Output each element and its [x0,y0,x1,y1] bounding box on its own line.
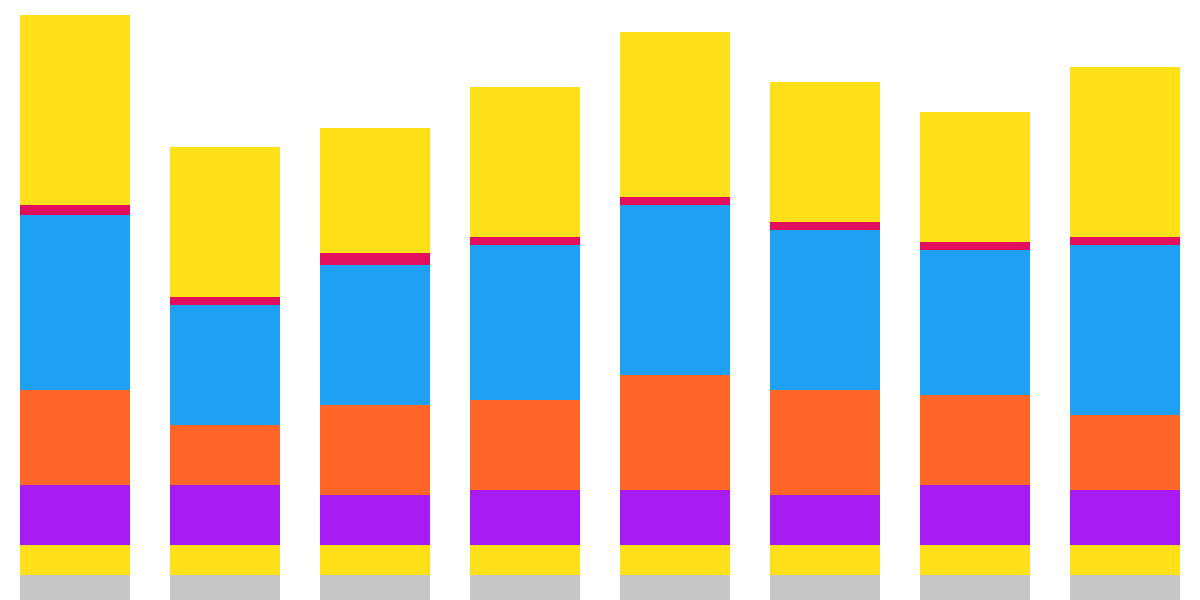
bar-6-segment-s0 [920,575,1030,600]
bar-1-segment-s6 [170,147,280,297]
bar-7-segment-s6 [1070,67,1180,237]
bar-0-segment-s4 [20,215,130,390]
bar-4-segment-s4 [620,205,730,375]
bar-6-segment-s5 [920,242,1030,250]
bar-5-segment-s2 [770,495,880,545]
bar-0-segment-s6 [20,15,130,205]
bar-2-segment-s5 [320,253,430,265]
bar-0-segment-s3 [20,390,130,485]
bar-3-segment-s1 [470,545,580,575]
bar-5 [770,82,880,600]
bar-4-segment-s5 [620,197,730,205]
bar-7-segment-s0 [1070,575,1180,600]
bar-3-segment-s4 [470,245,580,400]
bar-3-segment-s5 [470,237,580,245]
bar-0-segment-s2 [20,485,130,545]
bar-5-segment-s0 [770,575,880,600]
bar-1-segment-s4 [170,305,280,425]
bar-1-segment-s0 [170,575,280,600]
bar-0 [20,15,130,600]
bar-0-segment-s1 [20,545,130,575]
bar-4-segment-s0 [620,575,730,600]
bar-4 [620,32,730,600]
bar-2-segment-s0 [320,575,430,600]
bar-7 [1070,67,1180,600]
bar-6-segment-s1 [920,545,1030,575]
bar-5-segment-s3 [770,390,880,495]
bar-1-segment-s2 [170,485,280,545]
bar-7-segment-s2 [1070,490,1180,545]
bar-7-segment-s5 [1070,237,1180,245]
bar-2-segment-s6 [320,128,430,253]
bar-3-segment-s3 [470,400,580,490]
bar-3-segment-s2 [470,490,580,545]
bar-6-segment-s2 [920,485,1030,545]
bar-1-segment-s1 [170,545,280,575]
bar-4-segment-s6 [620,32,730,197]
bar-1-segment-s3 [170,425,280,485]
bar-3-segment-s6 [470,87,580,237]
bar-6-segment-s3 [920,395,1030,485]
bar-7-segment-s1 [1070,545,1180,575]
bar-5-segment-s5 [770,222,880,230]
stacked-bar-chart [0,0,1200,600]
bar-5-segment-s4 [770,230,880,390]
bar-4-segment-s1 [620,545,730,575]
bar-7-segment-s3 [1070,415,1180,490]
bar-1-segment-s5 [170,297,280,305]
bar-5-segment-s1 [770,545,880,575]
bar-6 [920,112,1030,600]
bar-2-segment-s4 [320,265,430,405]
bar-7-segment-s4 [1070,245,1180,415]
bar-4-segment-s2 [620,490,730,545]
bar-4-segment-s3 [620,375,730,490]
bar-1 [170,147,280,600]
bar-5-segment-s6 [770,82,880,222]
bar-3 [470,87,580,600]
bar-0-segment-s5 [20,205,130,215]
bar-3-segment-s0 [470,575,580,600]
bar-6-segment-s6 [920,112,1030,242]
bar-2 [320,128,430,600]
bar-2-segment-s2 [320,495,430,545]
bar-0-segment-s0 [20,575,130,600]
bar-6-segment-s4 [920,250,1030,395]
bar-2-segment-s3 [320,405,430,495]
bar-2-segment-s1 [320,545,430,575]
